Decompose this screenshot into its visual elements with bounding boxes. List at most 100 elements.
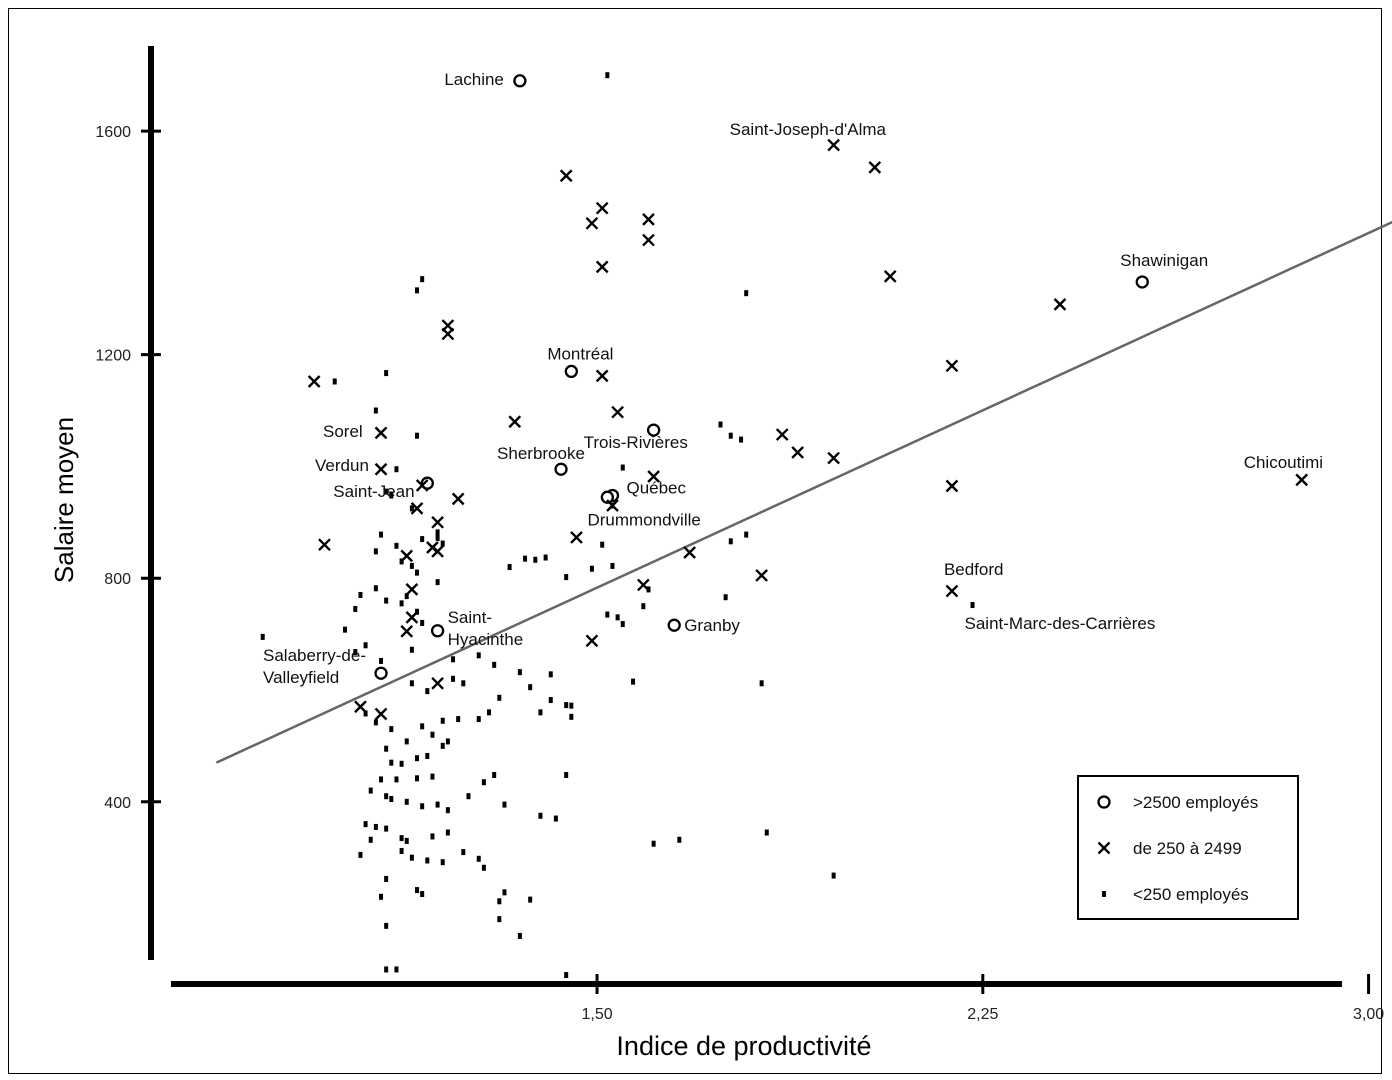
dot-point [728,432,733,439]
dot-point [399,847,404,854]
dot-point [440,859,445,866]
dot-point [394,776,399,783]
dot-point [363,642,368,649]
dot-point [548,697,553,704]
point-label: Sherbrooke [497,444,585,463]
cross-point [945,584,959,598]
dot-point [605,611,610,618]
legend-label: >2500 employés [1133,793,1258,812]
dot-point [373,823,378,830]
dot-point [445,807,450,814]
cross-point [945,359,959,373]
point-label: Granby [684,616,740,635]
dot-point [332,378,337,385]
dot-point [440,717,445,724]
cross-point [883,270,897,283]
dot-point [718,421,723,428]
dot-point [497,694,502,701]
dot-point [379,657,384,664]
dot-point [651,840,656,847]
cross-point [374,462,388,476]
dot-point [373,585,378,592]
cross-point [410,501,424,515]
dot-point [420,619,425,626]
cross-point [585,634,599,648]
dot-point [363,821,368,828]
dot-point [399,600,404,607]
cross-point [431,545,444,558]
x-tick-label: 2,25 [967,1006,998,1023]
dot-point [445,829,450,836]
dot-point [420,723,425,730]
y-tick-label: 800 [104,571,131,588]
dot-point [528,896,533,903]
dot-point [631,678,636,685]
dot-point [420,803,425,810]
circle-point [600,490,614,504]
dot-point [497,898,502,905]
dot-point [502,889,507,896]
dot-point [517,669,522,676]
dot-point [379,531,384,538]
dot-point [430,833,435,840]
dot-point [394,466,399,473]
legend-circle-marker [1097,795,1111,809]
dot-point [476,652,481,659]
point-label: Saint-Joseph-d'Alma [730,120,887,139]
point-label: Verdun [315,456,369,475]
dot-point [564,771,569,778]
dot-point [384,875,389,882]
dot-point [476,716,481,723]
dot-point [384,793,389,800]
dot-point [415,432,420,439]
dot-point [394,966,399,973]
cross-point [1295,473,1309,487]
cross-point [775,428,789,441]
cross-point [570,531,583,544]
legend: >2500 employés de 250 à 2499 <250 employés [1077,775,1299,920]
dot-point [564,702,569,709]
dot-point [620,464,625,471]
dot-point [528,684,533,691]
dot-point [440,540,445,547]
dot-point [538,709,543,716]
dot-point [425,752,430,759]
dot-point [353,605,358,612]
dot-point [358,591,363,598]
dot-point [399,835,404,842]
y-tick-label: 400 [104,795,131,812]
cross-point [585,216,599,230]
dot-point [451,675,456,682]
dot-point [399,558,404,565]
cross-point [642,213,655,226]
dot-point [435,529,440,536]
dot-point [481,779,486,786]
legend-label: <250 employés [1133,885,1249,904]
dot-point [384,825,389,832]
dot-point [363,710,368,717]
dot-point [569,702,574,709]
dot-point [425,688,430,695]
dot-point [600,541,605,548]
cross-point [595,201,609,215]
dot-point [409,562,414,569]
dot-point [723,594,728,601]
trend-line [215,220,1392,764]
dot-point [409,646,414,653]
dot-point [368,787,373,794]
dot-point [384,597,389,604]
circle-point [554,462,568,476]
dot-point [373,407,378,414]
circle-point [430,624,445,638]
dot-point [739,436,744,443]
dot-point [440,742,445,749]
dot-point [404,593,409,600]
dot-point [384,922,389,929]
dot-point [373,548,378,555]
dot-point [564,972,569,979]
cross-point [431,515,444,529]
dot-point [605,72,610,79]
x-axis-title: Indice de productivité [616,1031,871,1061]
dot-point [615,614,620,621]
dot-point [389,726,394,733]
